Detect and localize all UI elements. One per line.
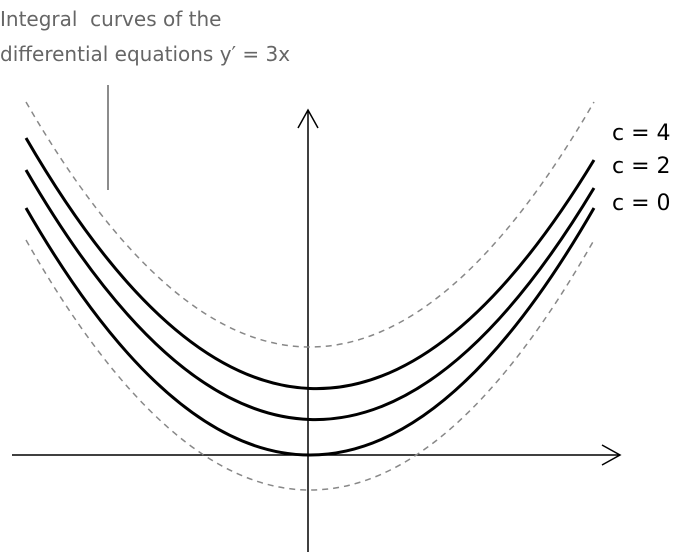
curve-label: c = 0 [612,191,671,216]
title-line: differential equations y′ = 3x [0,42,290,66]
dashed-curve [25,239,595,491]
integral-curve [24,169,596,422]
x-axis-arrow [601,444,622,466]
curve-label: c = 2 [612,154,671,179]
curve-label: c = 4 [612,121,671,146]
integral-curve [24,137,596,391]
title-line: Integral curves of the [0,7,221,31]
integral-curve [24,207,596,457]
y-axis-arrow [297,108,319,129]
dashed-curve [25,101,595,348]
